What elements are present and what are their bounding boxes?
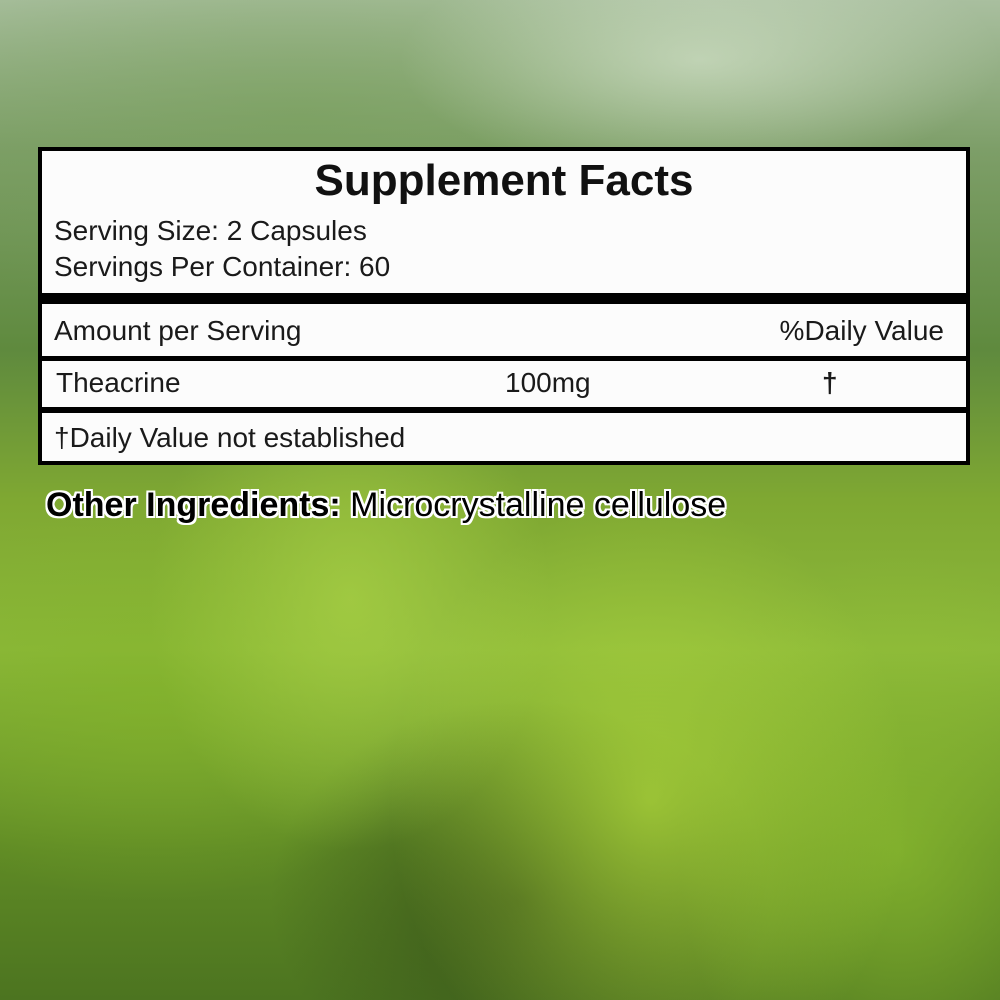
ingredient-amount: 100mg (505, 367, 591, 398)
ingredient-daily-value: † (822, 367, 838, 398)
serving-size: Serving Size: 2 Capsules (54, 215, 367, 246)
other-ingredients-value: Microcrystalline cellulose (340, 486, 727, 524)
daily-value-header: %Daily Value (779, 315, 944, 346)
amount-header: Amount per Serving (54, 315, 302, 346)
other-ingredients-label: Other Ingredients: (46, 486, 341, 524)
divider (42, 356, 966, 361)
servings-per-container: Servings Per Container: 60 (54, 251, 391, 282)
other-ingredients: Other Ingredients: Microcrystalline cell… (46, 486, 726, 525)
footnote-text: †Daily Value not established (54, 422, 406, 453)
ingredient-name: Theacrine (56, 367, 181, 398)
divider (42, 407, 966, 413)
thick-divider (42, 293, 966, 304)
supplement-facts-panel: Supplement Facts Serving Size: 2 Capsule… (38, 147, 970, 465)
panel-title: Supplement Facts (314, 156, 694, 205)
